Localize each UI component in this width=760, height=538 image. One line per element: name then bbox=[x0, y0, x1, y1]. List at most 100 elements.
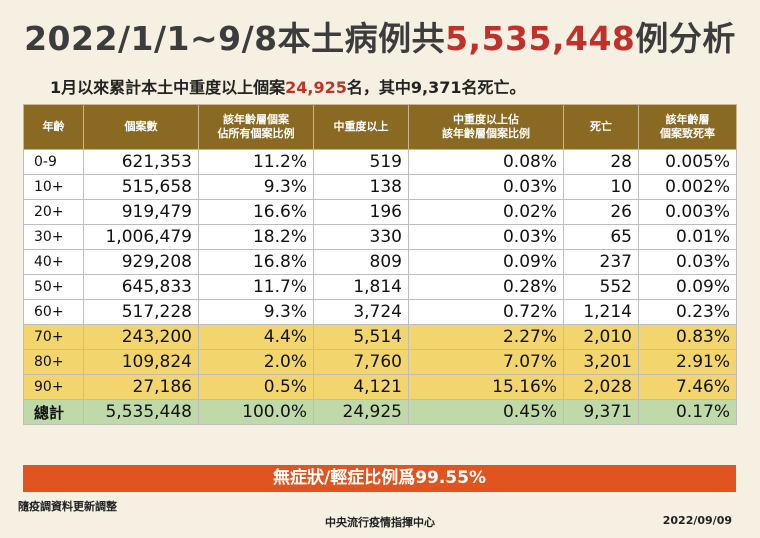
column-header: 中重度以上 bbox=[313, 104, 409, 150]
cell-cfr: 0.003% bbox=[638, 199, 737, 225]
cell-severe: 330 bbox=[313, 224, 409, 250]
cell-cfr: 0.03% bbox=[638, 249, 737, 275]
title-prefix: 2022/1/1~9/8本土病例共 bbox=[24, 19, 446, 58]
column-header: 死亡 bbox=[563, 104, 639, 150]
cell-cfr: 2.91% bbox=[638, 349, 737, 375]
cell-age: 10+ bbox=[23, 174, 84, 200]
cell-severe-rate: 0.28% bbox=[408, 274, 564, 300]
cell-share: 11.2% bbox=[198, 149, 314, 175]
cell-cases: 1,006,479 bbox=[83, 224, 199, 250]
table-row: 90+ 27,186 0.5% 4,121 15.16% 2,028 7.46% bbox=[23, 374, 737, 400]
cell-cfr: 0.002% bbox=[638, 174, 737, 200]
cell-cases: 645,833 bbox=[83, 274, 199, 300]
table-body: 0-9 621,353 11.2% 519 0.08% 28 0.005% 10+ 515,65… bbox=[23, 149, 737, 425]
cell-severe-rate: 0.03% bbox=[408, 224, 564, 250]
table-header-row: 年齡 個案數 該年齡層個案 佔所有個案比例 中重度以上 中重度以上佔 該年齡層個案比例 死亡該… bbox=[23, 104, 737, 150]
total-row: 總計 5,535,448 100.0% 24,925 0.45% 9,371 0.17% bbox=[23, 399, 737, 425]
cell-share: 18.2% bbox=[198, 224, 314, 250]
cell-share: 16.8% bbox=[198, 249, 314, 275]
cell-severe-rate: 0.09% bbox=[408, 249, 564, 275]
cell-cases: 27,186 bbox=[83, 374, 199, 400]
cell-severe: 24,925 bbox=[313, 399, 409, 425]
cell-severe-rate: 0.08% bbox=[408, 149, 564, 175]
subtitle-prefix: 1月以來累計本土中重度以上個案 bbox=[50, 78, 286, 97]
cell-share: 0.5% bbox=[198, 374, 314, 400]
column-header: 該年齡層個案 佔所有個案比例 bbox=[198, 104, 314, 150]
cell-deaths: 2,028 bbox=[563, 374, 639, 400]
cell-age: 50+ bbox=[23, 274, 84, 300]
column-header: 年齡 bbox=[23, 104, 84, 150]
cell-cfr: 0.17% bbox=[638, 399, 737, 425]
cell-cases: 243,200 bbox=[83, 324, 199, 350]
cell-deaths: 9,371 bbox=[563, 399, 639, 425]
table-row: 70+ 243,200 4.4% 5,514 2.27% 2,010 0.83% bbox=[23, 324, 737, 350]
cell-severe-rate: 2.27% bbox=[408, 324, 564, 350]
cell-cases: 5,535,448 bbox=[83, 399, 199, 425]
cell-severe: 809 bbox=[313, 249, 409, 275]
cell-age: 70+ bbox=[23, 324, 84, 350]
cell-cases: 515,658 bbox=[83, 174, 199, 200]
cell-severe: 4,121 bbox=[313, 374, 409, 400]
cell-deaths: 10 bbox=[563, 174, 639, 200]
table-row: 50+ 645,833 11.7% 1,814 0.28% 552 0.09% bbox=[23, 274, 737, 300]
cell-cases: 929,208 bbox=[83, 249, 199, 275]
cell-deaths: 26 bbox=[563, 199, 639, 225]
table-row: 30+ 1,006,479 18.2% 330 0.03% 65 0.01% bbox=[23, 224, 737, 250]
cell-severe: 5,514 bbox=[313, 324, 409, 350]
cell-severe: 138 bbox=[313, 174, 409, 200]
subtitle-suffix: 名，其中9,371名死亡。 bbox=[346, 78, 526, 97]
cell-severe: 196 bbox=[313, 199, 409, 225]
table-row: 40+ 929,208 16.8% 809 0.09% 237 0.03% bbox=[23, 249, 737, 275]
cell-deaths: 3,201 bbox=[563, 349, 639, 375]
cell-cfr: 0.23% bbox=[638, 299, 737, 325]
footer-date: 2022/09/09 bbox=[662, 514, 732, 527]
cell-share: 9.3% bbox=[198, 174, 314, 200]
cell-share: 2.0% bbox=[198, 349, 314, 375]
cell-cfr: 0.09% bbox=[638, 274, 737, 300]
cell-severe: 1,814 bbox=[313, 274, 409, 300]
cell-deaths: 237 bbox=[563, 249, 639, 275]
cell-age: 80+ bbox=[23, 349, 84, 375]
footer-note: 隨疫調資料更新調整 bbox=[18, 500, 117, 513]
cell-share: 16.6% bbox=[198, 199, 314, 225]
cell-age: 30+ bbox=[23, 224, 84, 250]
title-suffix: 例分析 bbox=[635, 19, 736, 58]
age-statistics-table: 年齡 個案數 該年齡層個案 佔所有個案比例 中重度以上 中重度以上佔 該年齡層個案比例 死亡該… bbox=[23, 104, 737, 425]
cell-cfr: 0.01% bbox=[638, 224, 737, 250]
cell-severe-rate: 15.16% bbox=[408, 374, 564, 400]
cell-severe-rate: 0.72% bbox=[408, 299, 564, 325]
cell-cfr: 0.83% bbox=[638, 324, 737, 350]
cell-severe-rate: 0.02% bbox=[408, 199, 564, 225]
cell-cfr: 7.46% bbox=[638, 374, 737, 400]
cell-severe: 519 bbox=[313, 149, 409, 175]
column-header: 中重度以上佔 該年齡層個案比例 bbox=[408, 104, 564, 150]
footer-organization: 中央流行疫情指揮中心 bbox=[325, 516, 435, 529]
cell-cases: 919,479 bbox=[83, 199, 199, 225]
cell-deaths: 552 bbox=[563, 274, 639, 300]
cell-age: 0-9 bbox=[23, 149, 84, 175]
cell-share: 11.7% bbox=[198, 274, 314, 300]
cell-deaths: 28 bbox=[563, 149, 639, 175]
cell-severe: 7,760 bbox=[313, 349, 409, 375]
cell-age: 90+ bbox=[23, 374, 84, 400]
cell-age: 40+ bbox=[23, 249, 84, 275]
cell-share: 4.4% bbox=[198, 324, 314, 350]
cell-cases: 109,824 bbox=[83, 349, 199, 375]
cell-severe: 3,724 bbox=[313, 299, 409, 325]
title-total-cases: 5,535,448 bbox=[445, 19, 636, 58]
cell-deaths: 65 bbox=[563, 224, 639, 250]
cell-deaths: 2,010 bbox=[563, 324, 639, 350]
cell-age: 20+ bbox=[23, 199, 84, 225]
table-row: 80+ 109,824 2.0% 7,760 7.07% 3,201 2.91% bbox=[23, 349, 737, 375]
table-row: 20+ 919,479 16.6% 196 0.02% 26 0.003% bbox=[23, 199, 737, 225]
cell-age: 總計 bbox=[23, 399, 84, 425]
table-row: 10+ 515,658 9.3% 138 0.03% 10 0.002% bbox=[23, 174, 737, 200]
subtitle-severe-count: 24,925 bbox=[285, 78, 347, 97]
cell-age: 60+ bbox=[23, 299, 84, 325]
table-row: 60+ 517,228 9.3% 3,724 0.72% 1,214 0.23% bbox=[23, 299, 737, 325]
column-header: 該年齡層 個案致死率 bbox=[638, 104, 737, 150]
page-title: 2022/1/1~9/8本土病例共5,535,448例分析 bbox=[0, 12, 760, 60]
cell-share: 9.3% bbox=[198, 299, 314, 325]
asymptomatic-banner: 無症狀/輕症比例爲99.55% bbox=[23, 465, 736, 492]
cell-cfr: 0.005% bbox=[638, 149, 737, 175]
